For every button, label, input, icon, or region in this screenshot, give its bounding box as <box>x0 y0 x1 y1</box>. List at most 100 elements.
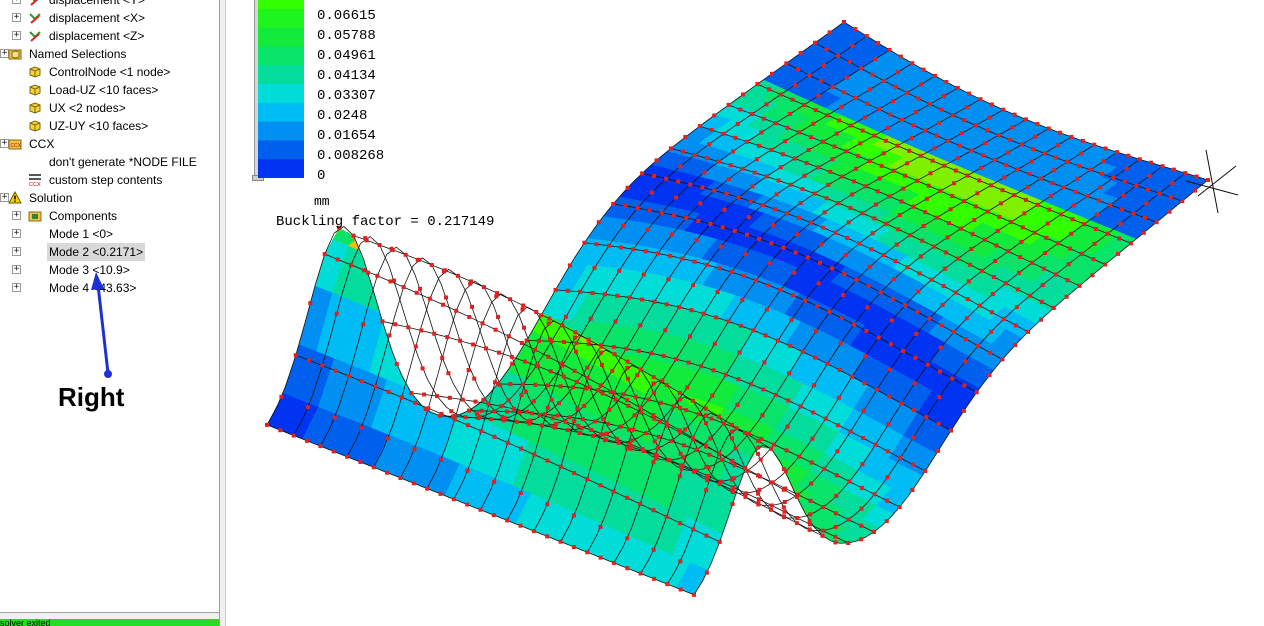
mesh-node <box>975 191 980 196</box>
expand-toggle-icon[interactable]: + <box>12 30 21 40</box>
tree-item[interactable]: + displacement <Z> <box>0 27 219 45</box>
mesh-node <box>716 159 721 164</box>
mesh-node <box>1206 178 1210 182</box>
mesh-node <box>1116 251 1120 256</box>
tree-item[interactable]: don't generate *NODE FILE <box>0 153 219 171</box>
expand-toggle-icon[interactable]: + <box>12 228 21 238</box>
mesh-node <box>497 350 501 355</box>
mesh-node <box>588 316 593 321</box>
mesh-node <box>486 401 491 406</box>
mesh-node <box>795 232 800 237</box>
tree-item[interactable]: + Mode 1 <0> <box>0 225 219 243</box>
mesh-node <box>1160 164 1165 169</box>
tree-item[interactable]: + Mode 3 <10.9> <box>0 261 219 279</box>
mesh-node <box>861 408 866 413</box>
mesh-node <box>897 213 902 217</box>
expand-toggle-icon[interactable]: + <box>0 192 9 202</box>
mesh-node <box>567 263 572 268</box>
mesh-node <box>710 393 715 398</box>
tree-item[interactable]: CCX custom step contents <box>0 171 219 189</box>
mesh-node <box>651 413 656 418</box>
mesh-node <box>645 227 650 232</box>
mesh-node <box>638 571 643 576</box>
mesh-node <box>886 125 891 130</box>
mesh-node <box>474 411 479 416</box>
mesh-node <box>565 288 570 293</box>
mesh-node <box>816 93 821 98</box>
mesh-node <box>873 442 878 447</box>
mesh-node <box>730 422 734 427</box>
mesh-node <box>785 125 790 130</box>
mesh-node <box>557 401 561 406</box>
contour-cell <box>437 290 472 346</box>
mesh-node <box>993 258 998 263</box>
mesh-node <box>558 384 563 389</box>
mesh-node <box>792 156 797 161</box>
tree-item[interactable]: + Named Selections <box>0 45 219 63</box>
mesh-node <box>1100 171 1104 176</box>
expand-toggle-icon[interactable]: + <box>12 0 21 4</box>
mesh-node <box>913 355 918 360</box>
mesh-node <box>864 328 869 333</box>
mesh-node <box>737 350 742 355</box>
mesh-node <box>781 505 786 510</box>
mesh-node <box>1042 151 1047 156</box>
mesh-node <box>720 457 724 462</box>
mesh-node <box>910 488 915 492</box>
legend-swatch <box>258 84 304 104</box>
expand-toggle-icon[interactable]: + <box>12 264 21 274</box>
mesh-node <box>585 550 590 555</box>
tree-item[interactable]: UX <2 nodes> <box>0 99 219 117</box>
mesh-node <box>1012 112 1017 117</box>
tree-item[interactable]: + displacement <Y> <box>0 0 219 9</box>
mesh-node <box>548 369 553 374</box>
mesh-node <box>798 201 803 205</box>
mesh-node <box>493 380 497 385</box>
mesh-node <box>1103 146 1108 151</box>
mesh-node <box>783 469 788 474</box>
tree-item[interactable]: ControlNode <1 node> <box>0 63 219 81</box>
mesh-node <box>1065 159 1070 164</box>
mesh-node <box>574 340 579 345</box>
mesh-node <box>582 240 587 245</box>
expand-toggle-icon[interactable]: + <box>12 282 21 292</box>
mesh-node <box>923 128 928 133</box>
mesh-node <box>613 319 618 324</box>
components-icon <box>28 211 42 222</box>
expand-toggle-icon[interactable]: + <box>12 12 21 22</box>
tree-item[interactable]: + Solution <box>0 189 219 207</box>
legend-slider-rail[interactable] <box>254 0 259 176</box>
svg-text:CCX: CCX <box>11 143 22 149</box>
mesh-node <box>711 368 716 373</box>
mesh-node <box>1039 299 1044 304</box>
mesh-node <box>1157 191 1162 196</box>
tree-item[interactable]: + Mode 4 <43.63> <box>0 279 219 297</box>
mesh-node <box>441 269 446 274</box>
legend-swatch <box>258 65 304 85</box>
tree-item[interactable]: Load-UZ <10 faces> <box>0 81 219 99</box>
tree-item[interactable]: + CCX CCX <box>0 135 219 153</box>
annotation-arrow-tail-dot <box>104 370 112 378</box>
tree-item[interactable]: UZ-UY <10 faces> <box>0 117 219 135</box>
tree-item[interactable]: + displacement <X> <box>0 9 219 27</box>
expand-toggle-icon[interactable]: + <box>12 246 21 256</box>
mesh-node <box>938 188 943 193</box>
mesh-node <box>836 201 841 205</box>
mesh-node <box>819 242 824 247</box>
mesh-node <box>740 166 745 171</box>
mesh-node <box>605 431 609 436</box>
mesh-node <box>938 345 943 350</box>
deformed-mesh-plot[interactable] <box>226 0 1264 626</box>
mesh-node <box>956 256 961 261</box>
mesh-node <box>555 413 560 418</box>
tree-item[interactable]: + Components <box>0 207 219 225</box>
mesh-node <box>740 298 745 303</box>
mesh-node <box>788 344 793 348</box>
expand-toggle-icon[interactable]: + <box>12 210 21 220</box>
mesh-node <box>842 90 847 95</box>
tree-item[interactable]: + Mode 2 <0.2171> <box>0 243 219 261</box>
3d-viewport[interactable]: 0.07441 0.06615 0.05788 0.04961 0.04134 0.033… <box>226 0 1264 626</box>
panel-splitter[interactable] <box>219 0 226 626</box>
mesh-node <box>412 447 417 452</box>
mesh-node <box>827 30 832 35</box>
